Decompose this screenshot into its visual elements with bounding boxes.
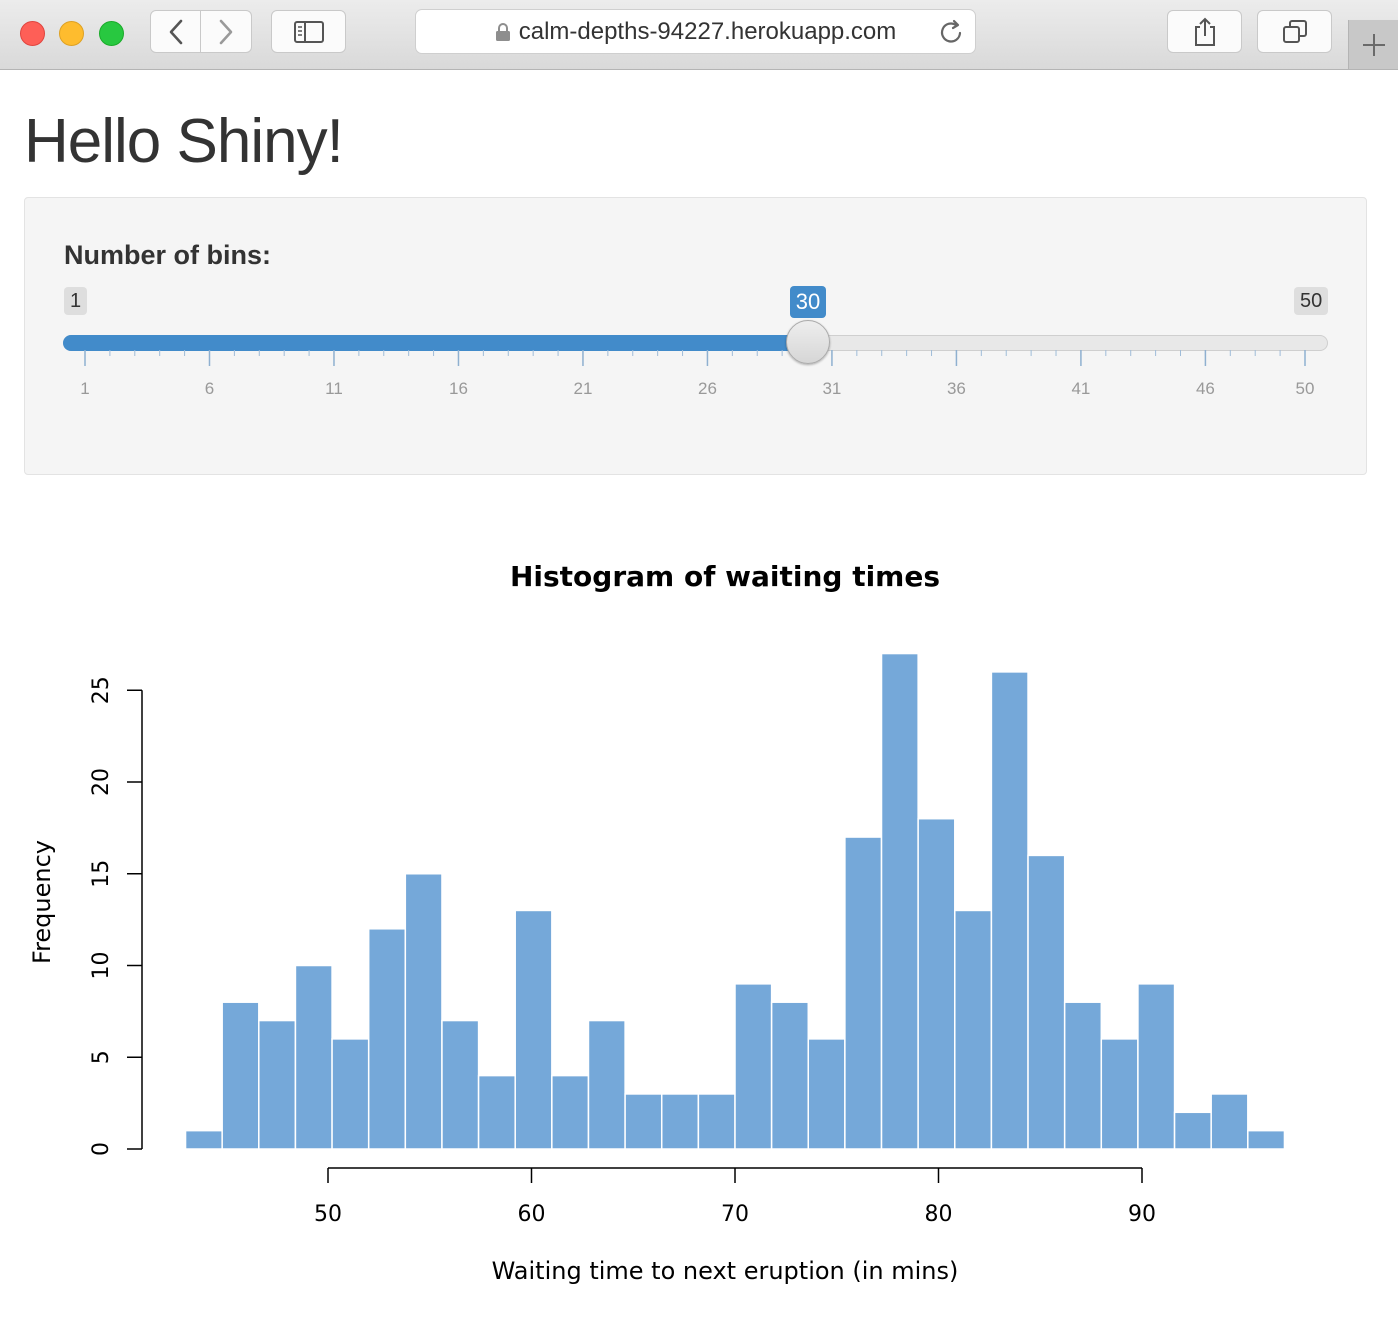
slider-tick-label: 46: [1196, 379, 1215, 398]
histogram-bar: [734, 983, 773, 1150]
histogram-bar: [660, 1093, 700, 1150]
histogram-bar: [1173, 1111, 1212, 1150]
slider-tick-label: 11: [325, 379, 343, 398]
address-bar[interactable]: calm-depths-94227.herokuapp.com: [415, 9, 976, 54]
slider-handle[interactable]: [786, 320, 830, 364]
slider-tick-label: 36: [947, 379, 966, 398]
slider-tick-label: 16: [449, 379, 468, 398]
y-tick-label: 5: [89, 1050, 114, 1064]
histogram-bar: [1063, 1001, 1103, 1150]
histogram-bars: [184, 652, 1286, 1150]
histogram-chart: Histogram of waiting times Waiting time …: [28, 560, 1286, 1285]
y-tick-label: 20: [89, 768, 114, 796]
histogram-bar: [441, 1019, 480, 1150]
x-tick-label: 80: [925, 1202, 953, 1227]
page-title: Hello Shiny!: [24, 107, 344, 176]
slider-tick-label: 26: [698, 379, 717, 398]
slider-tick-label: 31: [822, 379, 841, 398]
histogram-bar: [770, 1001, 810, 1150]
y-tick-label: 15: [89, 860, 114, 888]
slider-tick-label: 50: [1296, 379, 1315, 398]
reload-icon[interactable]: [939, 18, 965, 46]
histogram-bar: [587, 1019, 626, 1150]
share-button[interactable]: [1167, 10, 1242, 53]
chevron-right-icon: [219, 19, 233, 44]
histogram-bar: [551, 1074, 590, 1150]
sidebar-icon: [293, 20, 324, 43]
minimize-window-button[interactable]: [59, 21, 84, 46]
histogram-bar: [514, 909, 553, 1150]
histogram-bar: [954, 909, 993, 1150]
x-tick-label: 60: [518, 1202, 546, 1227]
bins-label: Number of bins:: [64, 240, 271, 270]
histogram-bar: [1210, 1093, 1249, 1150]
tabs-icon: [1282, 19, 1307, 43]
histogram-bar: [1247, 1129, 1286, 1150]
histogram-bar: [477, 1074, 516, 1150]
histogram-bar: [1100, 1038, 1139, 1150]
slider-value-label: 30: [790, 286, 826, 318]
url-text: calm-depths-94227.herokuapp.com: [518, 17, 897, 45]
chevron-left-icon: [169, 19, 182, 44]
histogram-bar: [331, 1038, 370, 1150]
y-tick-label: 0: [89, 1142, 114, 1156]
plus-icon: [1363, 33, 1385, 56]
tabs-overview-button[interactable]: [1257, 10, 1332, 53]
chart-title: Histogram of waiting times: [510, 560, 940, 593]
histogram-bar: [1137, 983, 1176, 1150]
histogram-bar: [624, 1093, 663, 1150]
y-tick-label: 10: [89, 952, 114, 980]
slider-min-label: 1: [64, 287, 88, 315]
slider-fill: [63, 335, 808, 351]
histogram-bar: [807, 1038, 846, 1150]
histogram-bar: [697, 1093, 736, 1150]
slider-tick-label: 21: [573, 379, 592, 398]
chart-axes: 0 5 10 15 20 25 50 60 70 80 90: [89, 676, 1156, 1227]
slider-tick-label: 6: [205, 379, 214, 398]
histogram-bar: [367, 928, 407, 1150]
histogram-bar: [184, 1129, 223, 1150]
new-tab-button[interactable]: [1348, 20, 1398, 69]
forward-button[interactable]: [200, 10, 252, 53]
histogram-bar: [844, 836, 883, 1150]
x-axis-label: Waiting time to next eruption (in mins): [492, 1257, 959, 1285]
lock-icon: [495, 22, 510, 41]
y-axis-label: Frequency: [28, 840, 56, 964]
histogram-bar: [917, 817, 956, 1150]
x-tick-label: 50: [314, 1202, 342, 1227]
zoom-window-button[interactable]: [99, 21, 124, 46]
histogram-bar: [258, 1019, 297, 1150]
histogram-bar: [1027, 854, 1066, 1150]
share-icon: [1194, 17, 1215, 46]
histogram-bar: [294, 964, 333, 1150]
y-tick-label: 25: [89, 676, 114, 704]
histogram-bar: [990, 671, 1029, 1150]
slider-tick-label: 1: [80, 379, 89, 398]
histogram-bar: [880, 652, 919, 1150]
histogram-bar: [221, 1001, 260, 1150]
sidebar-toggle-button[interactable]: [271, 10, 346, 53]
browser-toolbar: calm-depths-94227.herokuapp.com: [0, 0, 1398, 70]
x-tick-label: 70: [721, 1202, 749, 1227]
close-window-button[interactable]: [20, 21, 45, 46]
x-tick-label: 90: [1128, 1202, 1156, 1227]
histogram-bar: [404, 873, 443, 1150]
slider-grid: 1 6 11 16 21 26 31 36 41 46 50: [80, 350, 1315, 398]
slider-tick-label: 41: [1071, 379, 1090, 398]
slider-max-label: 50: [1294, 287, 1329, 315]
back-button[interactable]: [150, 10, 201, 53]
